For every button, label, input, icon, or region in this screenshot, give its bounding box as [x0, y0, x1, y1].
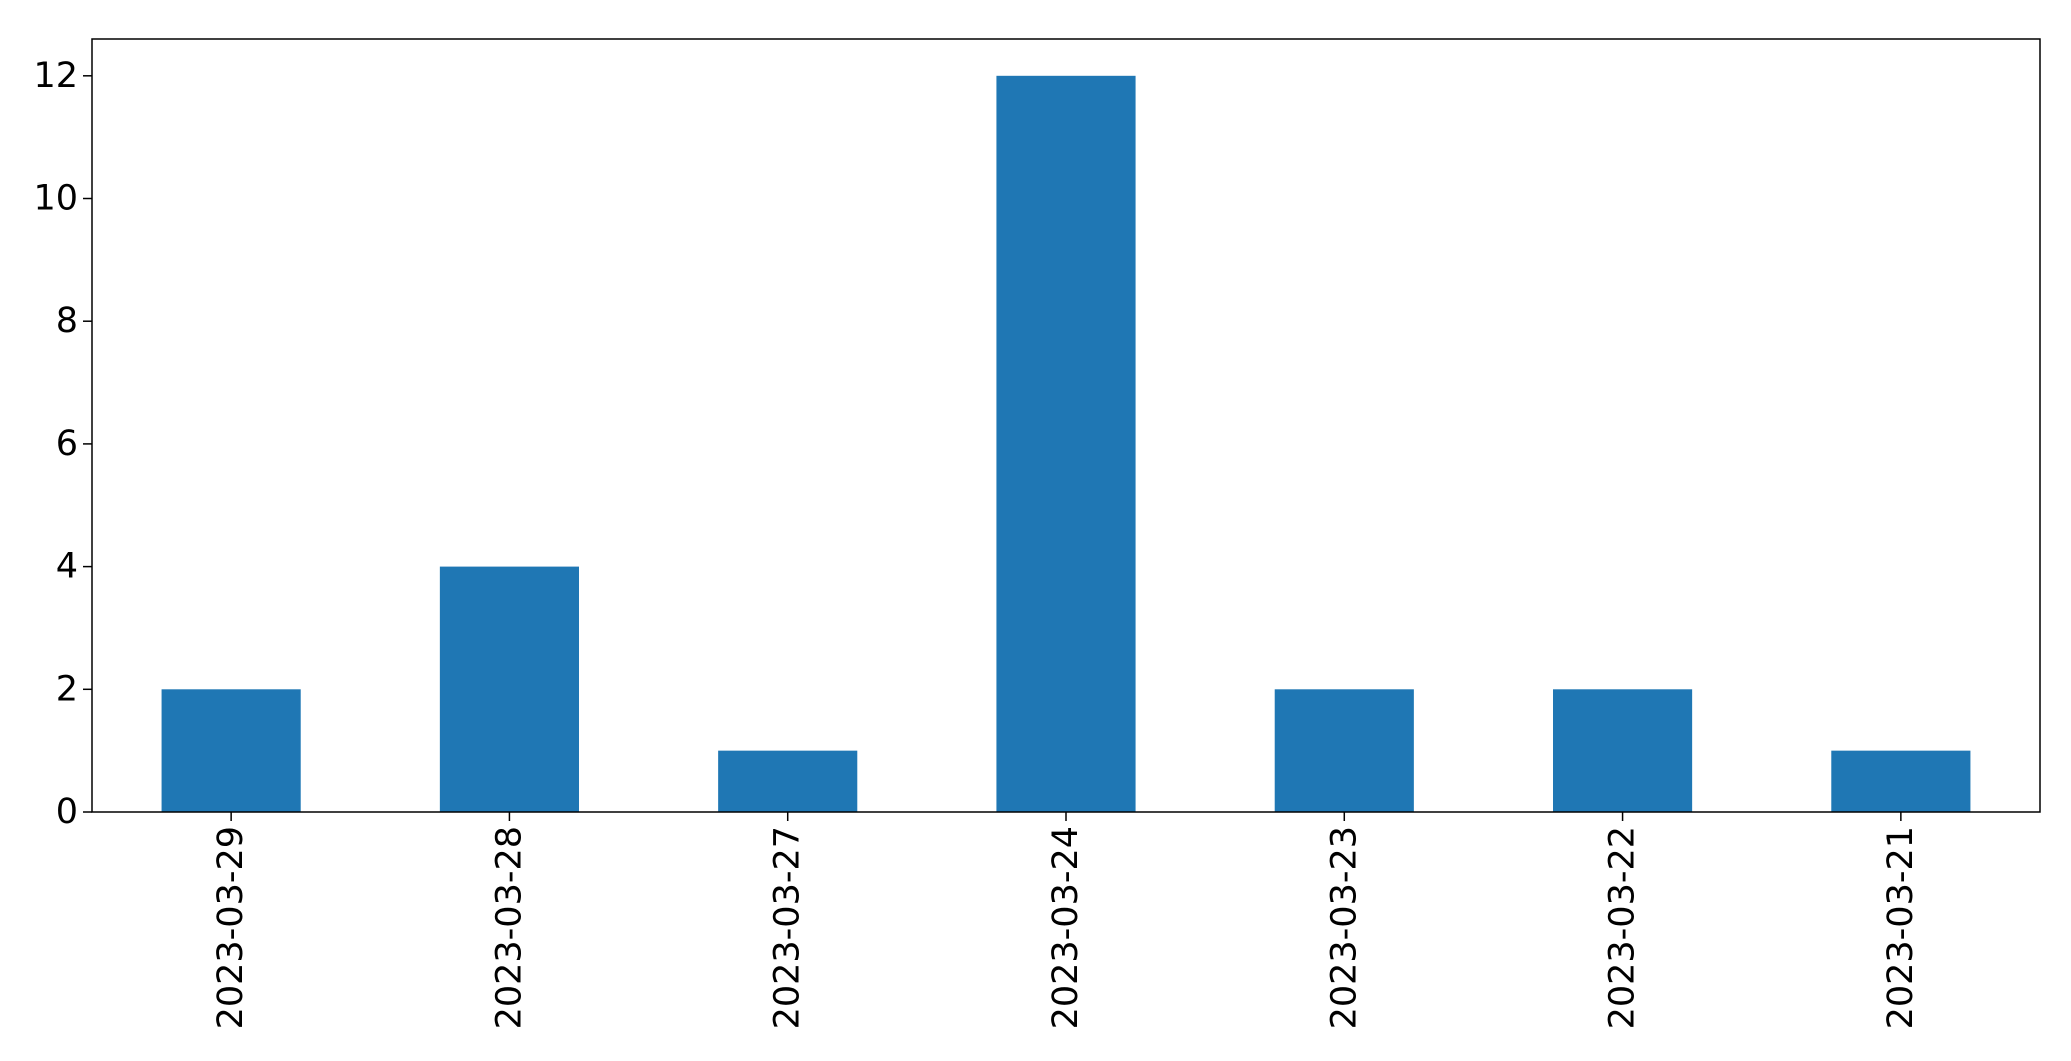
x-tick-label: 2023-03-27	[768, 826, 808, 1029]
x-tick-label: 2023-03-24	[1046, 826, 1086, 1029]
x-tick-label: 2023-03-23	[1324, 826, 1364, 1029]
y-tick-label: 12	[33, 56, 78, 96]
y-tick-label: 4	[56, 547, 78, 587]
bar-2023-03-23	[1274, 689, 1414, 812]
x-tick-label: 2023-03-29	[211, 826, 251, 1029]
y-axis: 0 2 4 6 8 10 12	[33, 56, 92, 832]
bar-2023-03-28	[439, 566, 579, 812]
y-tick-label: 6	[56, 424, 78, 464]
bars-group	[161, 75, 1971, 813]
x-tick-label: 2023-03-28	[489, 826, 529, 1029]
bar-2023-03-22	[1553, 689, 1693, 812]
bar-2023-03-24	[996, 75, 1136, 813]
x-axis: 2023-03-29 2023-03-28 2023-03-27 2023-03-24…	[211, 812, 1921, 1029]
y-tick-label: 0	[56, 792, 78, 832]
y-tick-label: 8	[56, 301, 78, 341]
y-tick-label: 10	[33, 179, 78, 219]
bar-2023-03-29	[161, 689, 301, 812]
plot-frame	[91, 38, 2041, 813]
bar-2023-03-27	[718, 750, 858, 812]
bar-2023-03-21	[1831, 750, 1971, 812]
x-tick-label: 2023-03-22	[1603, 826, 1643, 1029]
y-tick-label: 2	[56, 669, 78, 709]
x-tick-label: 2023-03-21	[1881, 826, 1921, 1029]
